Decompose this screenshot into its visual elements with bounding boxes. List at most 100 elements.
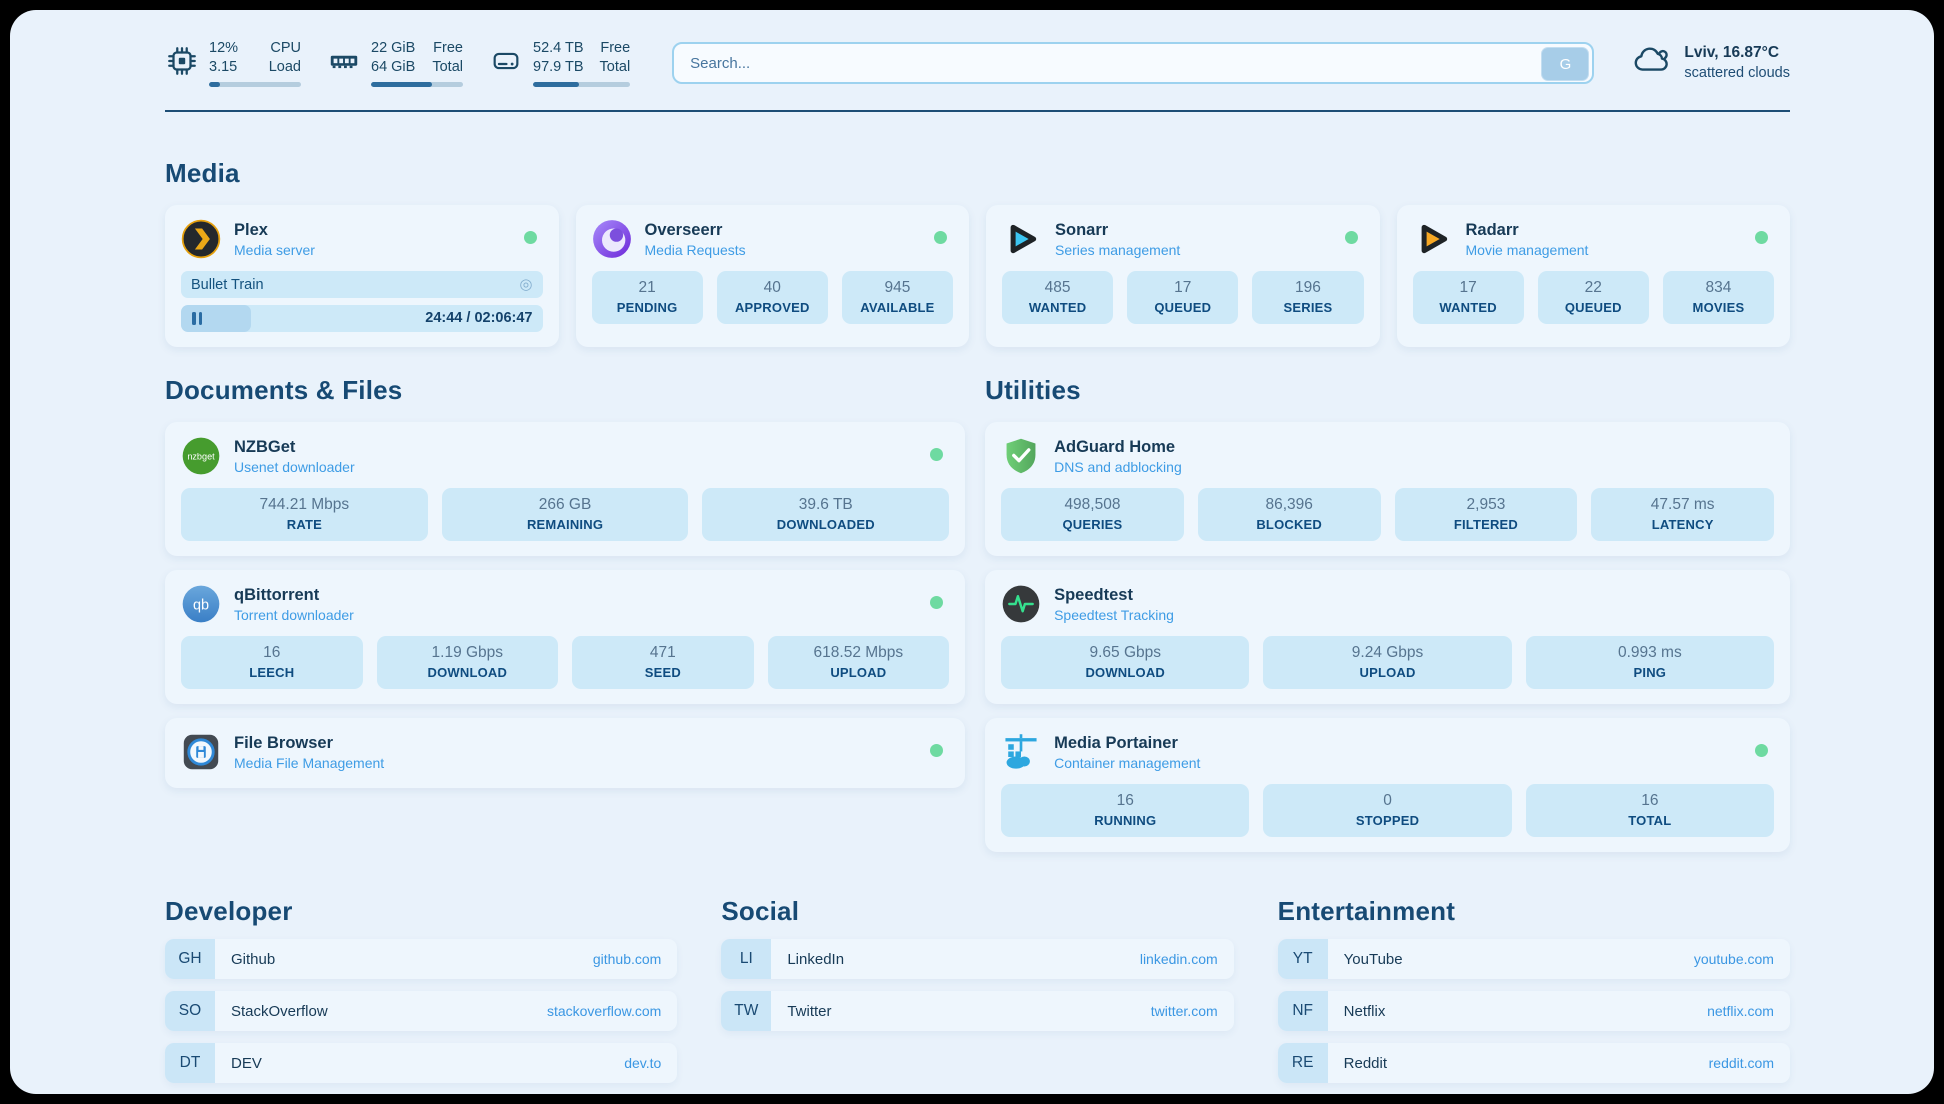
app-title-block: File Browser Media File Management <box>234 734 384 771</box>
stat-label: PING <box>1633 665 1667 680</box>
resource-widget: 12% 3.15 CPU Load <box>165 39 301 87</box>
link-url[interactable]: twitter.com <box>1150 1003 1218 1019</box>
playback-progress-bar[interactable]: 24:44 / 02:06:47 <box>181 305 543 332</box>
stat-label: QUEUED <box>1154 300 1212 315</box>
stat-box: 196 SERIES <box>1252 271 1364 324</box>
stat-box: 1.19 Gbps DOWNLOAD <box>376 636 559 689</box>
app-name: Plex <box>234 220 268 239</box>
status-dot <box>930 596 944 609</box>
app-card-overseerr[interactable]: Overseerr Media Requests 21 PENDING 40 APPROV… <box>575 205 969 347</box>
google-search-button[interactable]: G <box>1541 47 1590 81</box>
stat-box: 9.65 Gbps DOWNLOAD <box>1001 636 1250 689</box>
app-card-radarr[interactable]: Radarr Movie management 17 WANTED 22 QUEUED 83… <box>1396 205 1790 347</box>
app-card-adguard-home[interactable]: AdGuard Home DNS and adblocking 498,508 QUE… <box>985 422 1790 556</box>
link-url[interactable]: linkedin.com <box>1139 951 1218 967</box>
weather-widget: Lviv, 16.87°C scattered clouds <box>1632 43 1790 83</box>
link-tag: GH <box>165 939 215 979</box>
link-tag: TW <box>721 991 772 1031</box>
app-card-qbittorrent[interactable]: qb qBittorrent Torrent downloader 16 LEECH 1.… <box>165 570 966 704</box>
app-card-header: Plex Media server <box>181 218 543 260</box>
stat-label: LATENCY <box>1651 517 1714 532</box>
cpu-icon <box>165 44 199 78</box>
search-input[interactable] <box>672 42 1595 84</box>
stat-value: 21 <box>638 279 656 296</box>
app-subtitle: Media Requests <box>644 241 746 258</box>
documents-column: Documents & Files nzbget NZBGet Usenet dow… <box>165 375 966 852</box>
app-stats-row: 16 LEECH 1.19 Gbps DOWNLOAD 471 SEED 618.52 Mb… <box>181 636 950 689</box>
link-url[interactable]: dev.to <box>624 1055 662 1071</box>
app-card-file-browser[interactable]: File Browser Media File Management <box>165 718 966 788</box>
header-divider <box>165 110 1790 112</box>
link-row-reddit[interactable]: RE Reddit reddit.com <box>1277 1043 1790 1083</box>
app-title-block: NZBGet Usenet downloader <box>234 438 355 475</box>
resource-label-top: Free <box>600 40 631 57</box>
link-row-twitter[interactable]: TW Twitter twitter.com <box>721 991 1234 1031</box>
link-row-dev[interactable]: DT DEV dev.to <box>165 1043 678 1083</box>
link-group-entertainment: Entertainment YT YouTube youtube.com NF Netfl… <box>1277 896 1790 1083</box>
stat-label: SEED <box>644 665 681 680</box>
app-card-plex[interactable]: Plex Media server Bullet Train ◎ 24:44 / 02:… <box>165 205 559 347</box>
section-title-documents: Documents & Files <box>165 375 403 405</box>
stat-value: 16 <box>1641 792 1659 809</box>
stat-value: 16 <box>263 644 281 661</box>
link-url[interactable]: youtube.com <box>1693 951 1774 967</box>
overseerr-icon <box>592 219 632 259</box>
app-card-nzbget[interactable]: nzbget NZBGet Usenet downloader 744.21 Mbps… <box>165 422 966 556</box>
resource-labels: CPU Load <box>269 39 301 77</box>
stat-label: DOWNLOADED <box>776 517 875 532</box>
app-title-block: Overseerr Media Requests <box>645 221 746 258</box>
link-url[interactable]: github.com <box>592 951 662 967</box>
link-row-youtube[interactable]: YT YouTube youtube.com <box>1277 939 1790 979</box>
status-dot <box>1755 744 1768 757</box>
stat-box: 744.21 Mbps RATE <box>181 488 428 541</box>
app-card-sonarr[interactable]: Sonarr Series management 485 WANTED 17 QUEUED… <box>986 205 1380 347</box>
resource-columns: 12% 3.15 CPU Load <box>209 39 301 77</box>
disk-icon <box>489 44 523 78</box>
adguard-icon <box>1001 436 1041 476</box>
stat-value: 47.57 ms <box>1650 496 1715 513</box>
app-card-speedtest[interactable]: Speedtest Speedtest Tracking 9.65 Gbps DOWN… <box>985 570 1790 704</box>
stat-value: 17 <box>1459 279 1477 296</box>
resource-label-top: Free <box>433 40 463 57</box>
stat-label: STOPPED <box>1355 813 1420 828</box>
link-url[interactable]: stackoverflow.com <box>546 1003 662 1019</box>
link-row-linkedin[interactable]: LI LinkedIn linkedin.com <box>721 939 1234 979</box>
app-subtitle: Torrent downloader <box>234 606 354 623</box>
status-dot <box>1755 231 1768 244</box>
stat-box: 266 GB REMAINING <box>441 488 689 541</box>
resource-label-top: CPU <box>270 40 301 57</box>
link-row-stackoverflow[interactable]: SO StackOverflow stackoverflow.com <box>165 991 678 1031</box>
link-row-netflix[interactable]: NF Netflix netflix.com <box>1277 991 1790 1031</box>
svg-text:nzbget: nzbget <box>187 451 215 461</box>
stat-label: TOTAL <box>1628 813 1672 828</box>
app-stats-row: 744.21 Mbps RATE 266 GB REMAINING 39.6 TB DOW… <box>181 488 950 541</box>
stat-value: 0 <box>1383 792 1392 809</box>
pause-icon[interactable] <box>192 312 202 325</box>
stat-box: 0 STOPPED <box>1263 784 1512 837</box>
stat-label: DOWNLOAD <box>1085 665 1166 680</box>
link-group-social: Social LI LinkedIn linkedin.com TW Twitter twi… <box>721 896 1234 1083</box>
stat-label: PENDING <box>616 300 678 315</box>
link-row-github[interactable]: GH Github github.com <box>165 939 678 979</box>
app-title-block: Media Portainer Container management <box>1054 734 1200 771</box>
app-title-block: Speedtest Speedtest Tracking <box>1054 586 1174 623</box>
stat-box: 39.6 TB DOWNLOADED <box>702 488 950 541</box>
app-name: Radarr <box>1465 220 1519 239</box>
stat-box: 9.24 Gbps UPLOAD <box>1263 636 1512 689</box>
link-url[interactable]: reddit.com <box>1708 1055 1774 1071</box>
stat-box: 471 SEED <box>572 636 754 689</box>
app-card-media-portainer[interactable]: Media Portainer Container management 16 RUN… <box>985 718 1790 852</box>
app-subtitle: Series management <box>1055 241 1181 258</box>
link-url[interactable]: netflix.com <box>1707 1003 1774 1019</box>
session-icon: ◎ <box>519 276 533 293</box>
app-name: Overseerr <box>644 220 723 239</box>
stat-box: 22 QUEUED <box>1537 271 1649 324</box>
app-card-header: Media Portainer Container management <box>1001 731 1774 773</box>
now-playing-title: Bullet Train <box>191 276 264 293</box>
app-title-block: qBittorrent Torrent downloader <box>234 586 354 623</box>
resource-values: 12% 3.15 <box>209 39 238 77</box>
weather-location-temp: Lviv, 16.87°C <box>1684 43 1780 61</box>
stat-value: 17 <box>1174 279 1192 296</box>
media-card-grid: Plex Media server Bullet Train ◎ 24:44 / 02:… <box>165 205 1790 347</box>
resource-columns: 22 GiB 64 GiB Free Total <box>371 39 463 77</box>
